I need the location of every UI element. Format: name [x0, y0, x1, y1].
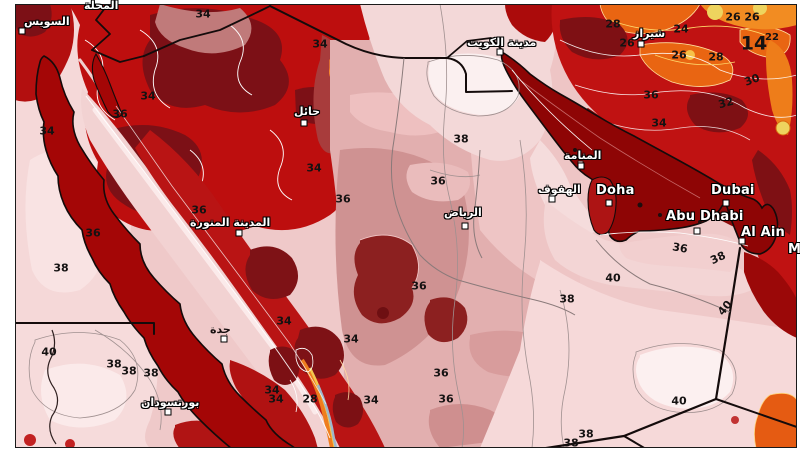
map-shape [752, 150, 792, 235]
map-shape [353, 235, 419, 324]
map-shape [406, 162, 471, 202]
map-shape [269, 5, 513, 93]
map-shape [599, 231, 749, 247]
map-shape [91, 4, 111, 51]
map-shape [94, 329, 162, 431]
map-shape [428, 53, 521, 115]
map-shape [0, 0, 15, 450]
map-shape [599, 4, 701, 34]
map-shape [707, 4, 723, 20]
region-iraq-kuwait [360, 4, 600, 237]
admin-borders [390, 57, 731, 316]
map-shape [595, 239, 731, 313]
map-shape [446, 37, 504, 59]
map-shape [715, 398, 797, 428]
map-shape [339, 359, 350, 401]
map-shape [457, 279, 576, 316]
map-shape [559, 39, 797, 80]
country-borders [15, 4, 797, 448]
map-shape [519, 139, 534, 448]
map-shape [115, 105, 327, 405]
map-shape [511, 69, 593, 151]
map-shape [229, 24, 253, 96]
map-shape [619, 233, 741, 272]
map-shape [543, 200, 760, 297]
red-sea [35, 52, 296, 448]
map-shape [359, 234, 419, 289]
map-shape [686, 92, 749, 133]
map-shape [744, 252, 797, 338]
map-shape [24, 434, 36, 446]
map-shape [658, 213, 662, 217]
map-shape [636, 346, 734, 409]
map-shape [85, 95, 331, 439]
map-shape [269, 129, 293, 201]
map-shape [15, 4, 797, 448]
map-shape [65, 439, 75, 448]
map-shape [35, 55, 296, 448]
map-shape [390, 57, 459, 281]
nile-river [47, 329, 59, 445]
map-shape [424, 297, 468, 343]
map-shape [473, 149, 483, 259]
map-shape [91, 49, 145, 63]
map-shape [573, 148, 577, 152]
map-shape [700, 4, 797, 30]
map-shape [0, 0, 800, 4]
map-shape [632, 343, 737, 413]
coastal-contours [85, 69, 749, 439]
map-shape [316, 384, 338, 448]
map-shape [637, 202, 643, 208]
map-shape [505, 4, 560, 42]
map-shape [530, 140, 600, 237]
map-shape [15, 322, 155, 335]
map-shape [753, 4, 767, 15]
map-shape [426, 55, 520, 117]
map-shape [332, 392, 364, 428]
contour-lines [28, 4, 737, 448]
map-shape [559, 16, 628, 60]
map-shape [766, 40, 793, 135]
map-shape [685, 50, 695, 60]
map-shape [143, 5, 271, 57]
map-shape [289, 379, 298, 413]
map-shape [654, 54, 736, 66]
map-shape [41, 363, 127, 428]
map-shape [519, 79, 701, 199]
map-shape [609, 19, 766, 36]
map-shape [377, 307, 389, 319]
map-shape [797, 0, 800, 450]
map-shape [731, 416, 739, 424]
map-shape [139, 29, 171, 109]
map-shape [91, 52, 123, 119]
map-shape [0, 448, 800, 450]
map-shape [599, 119, 751, 141]
region-asir-mountains [229, 346, 364, 448]
map-shape [245, 246, 299, 299]
map-shape [577, 160, 584, 170]
map-shape [429, 169, 481, 178]
map-shape [623, 435, 647, 448]
map-shape [551, 4, 797, 300]
map-shape [574, 84, 797, 118]
map-shape [775, 120, 791, 136]
map-shape [439, 4, 464, 448]
map-shape [268, 346, 300, 385]
map-shape [587, 176, 617, 236]
map-shape [559, 289, 570, 448]
map-shape [295, 347, 314, 373]
map-layers [15, 4, 797, 448]
map-shape [229, 360, 318, 448]
map-shape [698, 220, 702, 224]
